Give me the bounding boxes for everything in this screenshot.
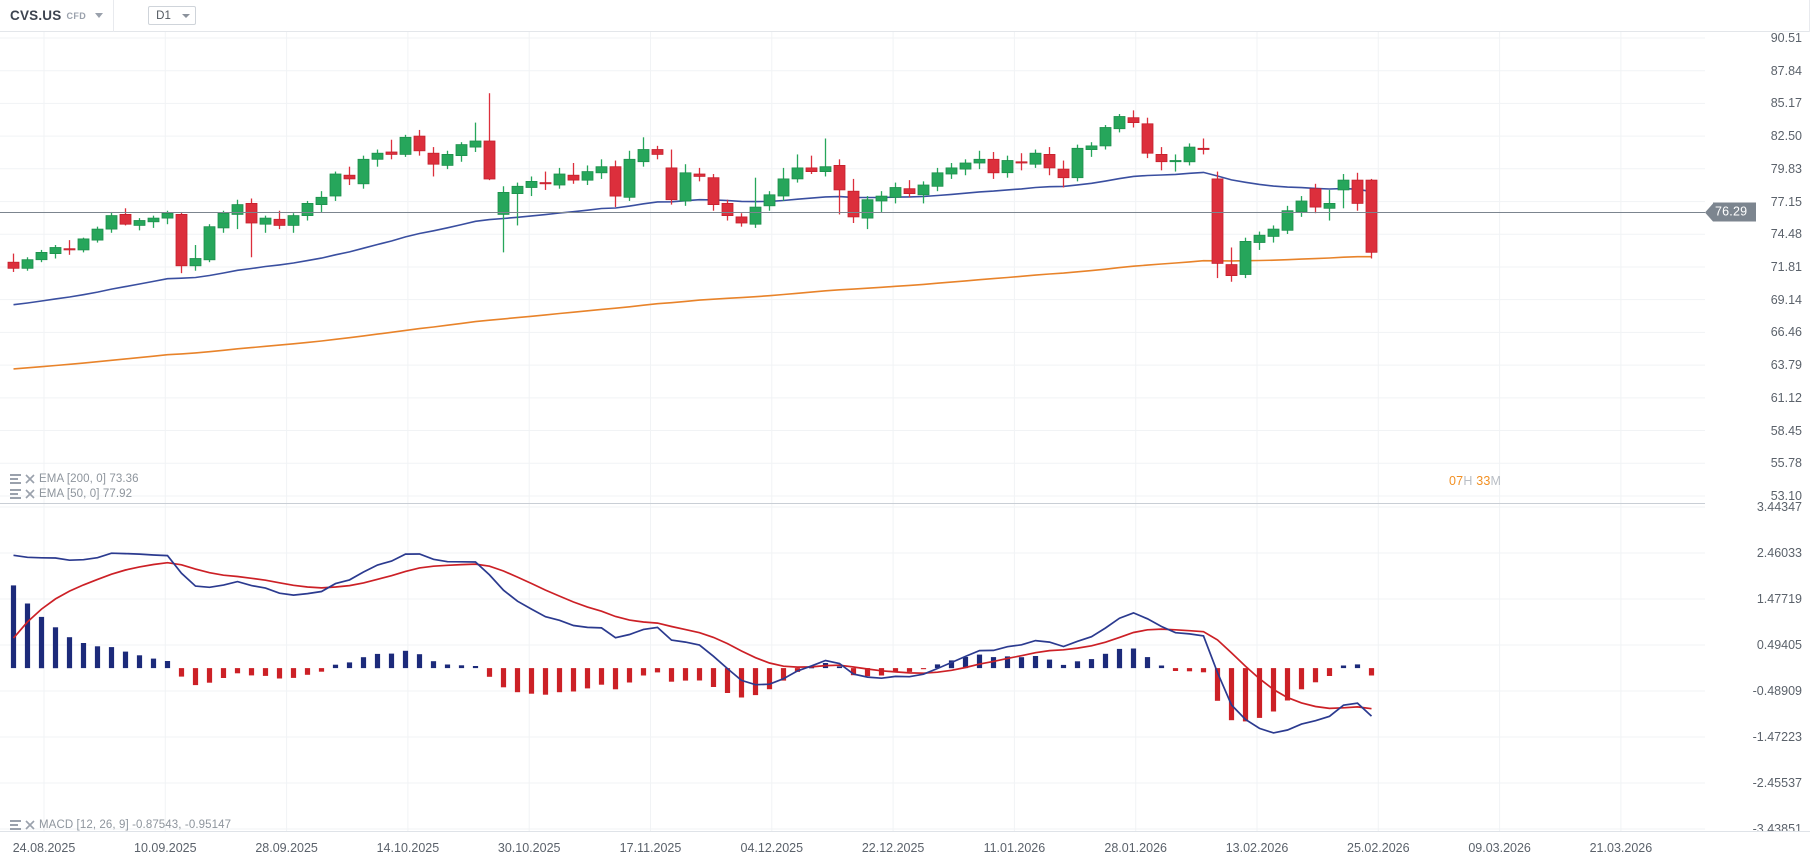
top-toolbar: CVS.US CFD D1 [0, 0, 1810, 32]
macd-chart-svg [0, 504, 1705, 831]
price-axis[interactable]: 90.51 87.84 85.17 82.50 79.83 77.15 74.48 71.81… [1705, 31, 1810, 836]
price-axis-tick: 85.17 [1770, 96, 1802, 111]
current-price-value: 76.29 [1713, 202, 1757, 222]
timeframe-label: D1 [156, 9, 171, 22]
time-axis-tick: 11.01.2026 [983, 841, 1046, 855]
legend-ema50[interactable]: EMA [50, 0] 77.92 [10, 488, 132, 500]
macd-axis-tick: 0.49405 [1756, 638, 1802, 652]
macd-signal-line [12, 561, 1372, 710]
panel-divider[interactable] [0, 503, 1705, 504]
price-axis-tick: 61.12 [1770, 390, 1802, 405]
time-axis-tick: 21.03.2026 [1589, 841, 1653, 855]
price-axis-tick: 90.51 [1770, 31, 1802, 45]
legend-macd[interactable]: MACD [12, 26, 9] -0.87543, -0.95147 [10, 819, 231, 831]
time-axis-tick: 28.09.2025 [255, 841, 318, 855]
price-axis-tick: 53.10 [1770, 489, 1802, 503]
macd-axis-tick: 3.44347 [1756, 500, 1802, 514]
ema200-line [13, 255, 1372, 370]
time-axis-tick: 14.10.2025 [376, 841, 440, 855]
price-axis-tick: 71.81 [1770, 259, 1802, 274]
chevron-down-icon[interactable] [182, 13, 191, 18]
timeframe-selector[interactable]: D1 [148, 6, 197, 25]
macd-axis-tick: 1.47719 [1756, 592, 1802, 606]
time-axis-tick: 28.01.2026 [1104, 841, 1167, 855]
price-axis-tick: 77.15 [1770, 194, 1802, 209]
close-icon[interactable] [25, 820, 35, 830]
macd-axis-tick: -0.48909 [1752, 684, 1802, 698]
price-axis-tick: 74.48 [1770, 227, 1802, 242]
price-chart-panel[interactable] [0, 32, 1705, 504]
price-axis-tick: 82.50 [1770, 129, 1802, 144]
toolbar-spacer [206, 0, 1810, 32]
current-price-badge[interactable]: 76.29 [1705, 202, 1797, 222]
countdown-minutes-unit: M [1490, 474, 1502, 488]
chevron-down-icon[interactable] [95, 13, 104, 18]
macd-axis-tick: 2.46033 [1756, 546, 1802, 560]
close-icon[interactable] [25, 474, 35, 484]
timeframe-selector-wrap: D1 [114, 0, 206, 32]
candle-series [7, 93, 1378, 282]
time-axis-tick: 30.10.2025 [497, 841, 561, 855]
macd-axis-tick: -2.45537 [1752, 776, 1802, 790]
ema50-line [13, 171, 1372, 306]
time-axis[interactable]: 24.08.2025 10.09.2025 28.09.2025 14.10.2025… [0, 831, 1810, 865]
price-axis-tick: 69.14 [1770, 292, 1802, 307]
price-axis-tick: 58.45 [1770, 423, 1802, 438]
close-icon[interactable] [25, 489, 35, 499]
indicator-settings-icon[interactable] [10, 474, 21, 484]
indicator-settings-icon[interactable] [10, 489, 21, 499]
countdown-hours-unit: H [1463, 474, 1473, 488]
countdown-hours: 07 [1449, 474, 1464, 488]
time-axis-tick: 13.02.2026 [1225, 841, 1289, 855]
instrument-type-label: CFD [66, 10, 87, 21]
legend-ema50-text: EMA [50, 0] 77.92 [39, 488, 133, 500]
macd-chart-panel[interactable] [0, 504, 1705, 831]
legend-macd-text: MACD [12, 26, 9] -0.87543, -0.95147 [39, 819, 232, 831]
macd-line [13, 552, 1373, 734]
current-price-line [0, 212, 1705, 214]
time-axis-tick: 17.11.2025 [619, 841, 682, 855]
price-chart-svg [0, 32, 1705, 504]
symbol-name: CVS.US [10, 8, 62, 23]
time-axis-tick: 04.12.2025 [740, 841, 804, 855]
legend-ema200[interactable]: EMA [200, 0] 73.36 [10, 473, 139, 485]
indicator-settings-icon[interactable] [10, 820, 21, 830]
macd-axis-tick: -1.47223 [1752, 730, 1802, 744]
time-axis-tick: 24.08.2025 [12, 841, 76, 855]
time-axis-tick: 25.02.2026 [1347, 841, 1410, 855]
bar-countdown-timer: 07H 33M [1449, 474, 1501, 488]
symbol-selector[interactable]: CVS.US CFD [0, 0, 115, 32]
price-axis-tick: 55.78 [1770, 456, 1802, 471]
macd-histogram [10, 585, 1375, 722]
time-axis-tick: 10.09.2025 [134, 841, 197, 855]
price-axis-tick: 66.46 [1770, 325, 1802, 340]
price-axis-tick: 87.84 [1770, 63, 1802, 78]
time-axis-tick: 22.12.2025 [861, 841, 925, 855]
legend-ema200-text: EMA [200, 0] 73.36 [39, 473, 139, 485]
badge-arrow-icon [1705, 203, 1713, 222]
time-axis-tick: 09.03.2026 [1468, 841, 1531, 855]
price-axis-tick: 79.83 [1770, 161, 1802, 176]
countdown-minutes: 33 [1476, 474, 1491, 488]
price-axis-tick: 63.79 [1770, 358, 1802, 373]
